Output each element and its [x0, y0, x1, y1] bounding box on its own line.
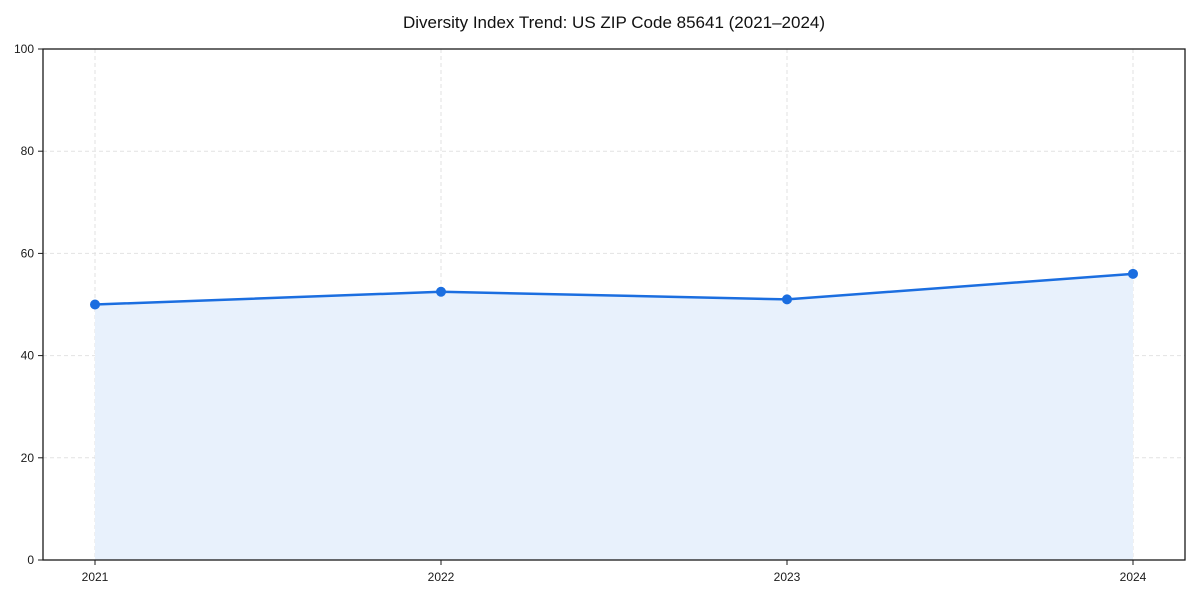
x-tick-label: 2021	[82, 570, 109, 584]
y-tick-label: 20	[21, 451, 35, 465]
plot-border	[42, 48, 1186, 561]
x-tick-label: 2023	[774, 570, 801, 584]
data-point	[782, 294, 792, 305]
y-tick-label: 40	[21, 349, 35, 363]
axes	[38, 48, 1186, 565]
trend-line	[93, 272, 1135, 306]
x-tick-label: 2024	[1120, 570, 1147, 584]
data-point	[436, 286, 446, 297]
area-fill	[95, 273, 1133, 560]
area-under-line	[95, 273, 1133, 560]
y-tick-label: 0	[27, 553, 34, 567]
y-tick-label: 80	[21, 144, 35, 158]
chart-title: Diversity Index Trend: US ZIP Code 85641…	[403, 13, 825, 32]
data-point	[1128, 268, 1138, 279]
line-series	[93, 272, 1135, 306]
data-point	[90, 299, 100, 310]
axis-tick-labels: 0 20 40 60 80 100 2021 2022 2023 2024	[14, 42, 1147, 584]
x-tick-label: 2022	[428, 570, 455, 584]
data-point-markers	[90, 268, 1138, 310]
y-tick-label: 60	[21, 246, 35, 260]
y-tick-label: 100	[14, 42, 34, 56]
